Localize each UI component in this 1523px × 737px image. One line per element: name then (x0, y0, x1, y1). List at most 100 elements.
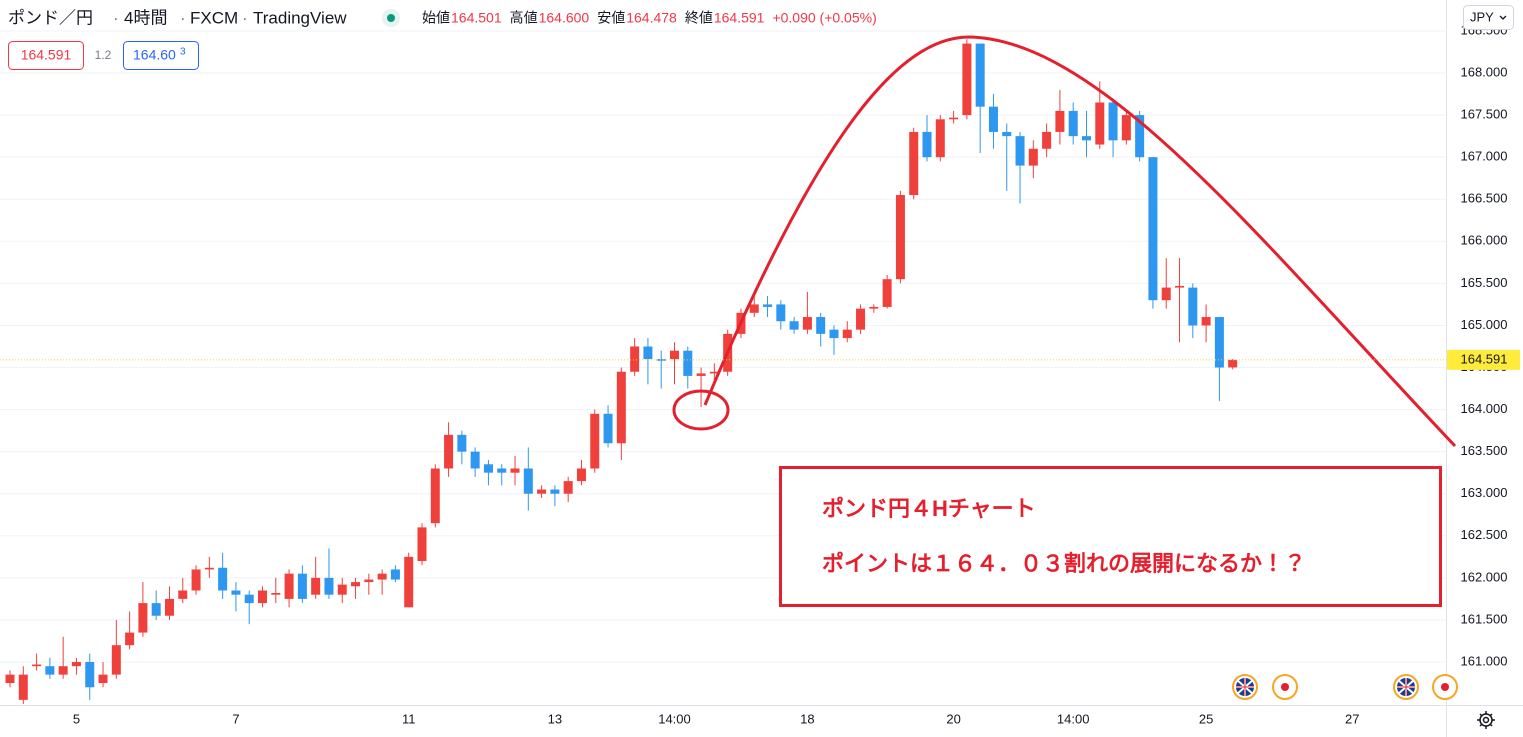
candle-body (670, 350, 679, 360)
separator: · (180, 8, 186, 27)
candle-body (1121, 115, 1131, 141)
candle-body (417, 527, 427, 562)
candle-body (297, 573, 307, 599)
annotation-text: ポイントは１６４．０３割れの展開になるか！？ (822, 551, 1306, 576)
candle-body (1161, 287, 1171, 301)
candle-body (988, 106, 998, 132)
candle-body (337, 584, 347, 595)
x-tick-label: 11 (402, 711, 416, 726)
currency-button[interactable] (1463, 5, 1514, 30)
candle-body (576, 468, 586, 482)
candle-body (869, 306, 879, 309)
y-tick-label: 163.000 (1461, 485, 1508, 500)
candle-body (789, 321, 799, 330)
y-tick-label: 162.500 (1461, 527, 1508, 542)
x-tick-label: 5 (73, 711, 80, 726)
candle-body (749, 304, 759, 313)
candle-body (444, 434, 454, 469)
source: TradingView (253, 8, 347, 27)
settings-button[interactable] (1477, 711, 1495, 729)
y-tick-label: 162.000 (1461, 569, 1508, 584)
candle-body (231, 590, 241, 595)
candle-body (1068, 110, 1078, 137)
legend-value: 164.478 (626, 10, 677, 26)
candle-body (1148, 157, 1158, 301)
candle-body (364, 579, 374, 583)
x-tick-label: 7 (232, 711, 239, 726)
candle-body (18, 674, 28, 700)
exchange: FXCM (190, 8, 238, 27)
legend-value: 164.591 (714, 10, 765, 26)
candle-body (1028, 148, 1038, 166)
grid (0, 30, 1447, 663)
dropdown-icon (1499, 15, 1507, 20)
candle-body (85, 662, 95, 688)
x-tick-label: 25 (1199, 711, 1213, 726)
candle-body (483, 464, 493, 473)
candle-body (1015, 136, 1025, 166)
legend-value: 164.600 (539, 10, 590, 26)
candle-body (1188, 287, 1198, 326)
x-tick-label: 14:00 (658, 711, 691, 726)
buy-price-pip: 3 (180, 47, 186, 58)
candle-body (550, 489, 560, 494)
candle-body (922, 131, 932, 158)
candle-body (949, 117, 959, 120)
candle-body (58, 666, 68, 675)
time-axis: 5 7 11 13 14:00 18 20 14:00 25 27 (73, 711, 1360, 726)
candle-body (603, 413, 613, 444)
legend-value: 164.501 (451, 10, 502, 26)
separator: · (113, 8, 119, 27)
legend-change: +0.090 (+0.05%) (772, 10, 876, 26)
last-price-tag (1447, 349, 1520, 370)
candle-body (537, 489, 547, 494)
candle-body (404, 556, 414, 608)
candle-body (138, 603, 148, 633)
y-tick-label: 166.500 (1461, 191, 1508, 206)
candle-body (829, 329, 839, 339)
currency: JPY (1470, 9, 1494, 24)
candle-body (616, 371, 626, 444)
annotation-box (779, 466, 1442, 607)
candle-body (1095, 102, 1105, 145)
candle-body (656, 359, 666, 361)
candle-body (111, 645, 121, 675)
candle-body (882, 279, 892, 307)
candle-body (523, 468, 533, 494)
last-price-label: 164.591 (1461, 351, 1508, 366)
y-tick-label: 165.500 (1461, 275, 1508, 290)
sell-price: 164.591 (21, 47, 72, 63)
candle-body (5, 674, 15, 684)
sell-button[interactable] (8, 41, 84, 70)
candle-body (32, 664, 42, 667)
price-axis: 161.000 161.500 162.000 162.500 163.000 163.5… (1461, 22, 1508, 668)
legend-label: 終値 (685, 10, 713, 26)
candle-body (630, 346, 640, 372)
event-icon[interactable] (1232, 674, 1258, 700)
candle-body (151, 603, 161, 616)
candle-body (856, 308, 866, 330)
candle-body (962, 43, 972, 116)
y-tick-label: 167.500 (1461, 107, 1508, 122)
candle-body (98, 674, 108, 684)
candle-body (497, 468, 507, 473)
candle-body (1214, 317, 1224, 368)
candle-body (696, 373, 706, 376)
candle-body (457, 434, 467, 452)
y-tick-label: 168.000 (1461, 64, 1508, 79)
candle-body (258, 590, 268, 604)
legend-label: 始値 (422, 10, 450, 26)
event-icon[interactable] (1272, 674, 1298, 700)
y-tick-label: 163.500 (1461, 443, 1508, 458)
candle-body (709, 371, 719, 374)
event-icon[interactable] (1393, 674, 1419, 700)
candle-body (909, 131, 919, 196)
event-icon[interactable] (1432, 674, 1458, 700)
candle-body (1228, 359, 1238, 368)
candle-body (802, 317, 812, 330)
circle-drawing (672, 389, 730, 431)
candle-body (975, 43, 985, 107)
buy-button[interactable] (123, 41, 199, 70)
x-tick-label: 13 (548, 711, 562, 726)
